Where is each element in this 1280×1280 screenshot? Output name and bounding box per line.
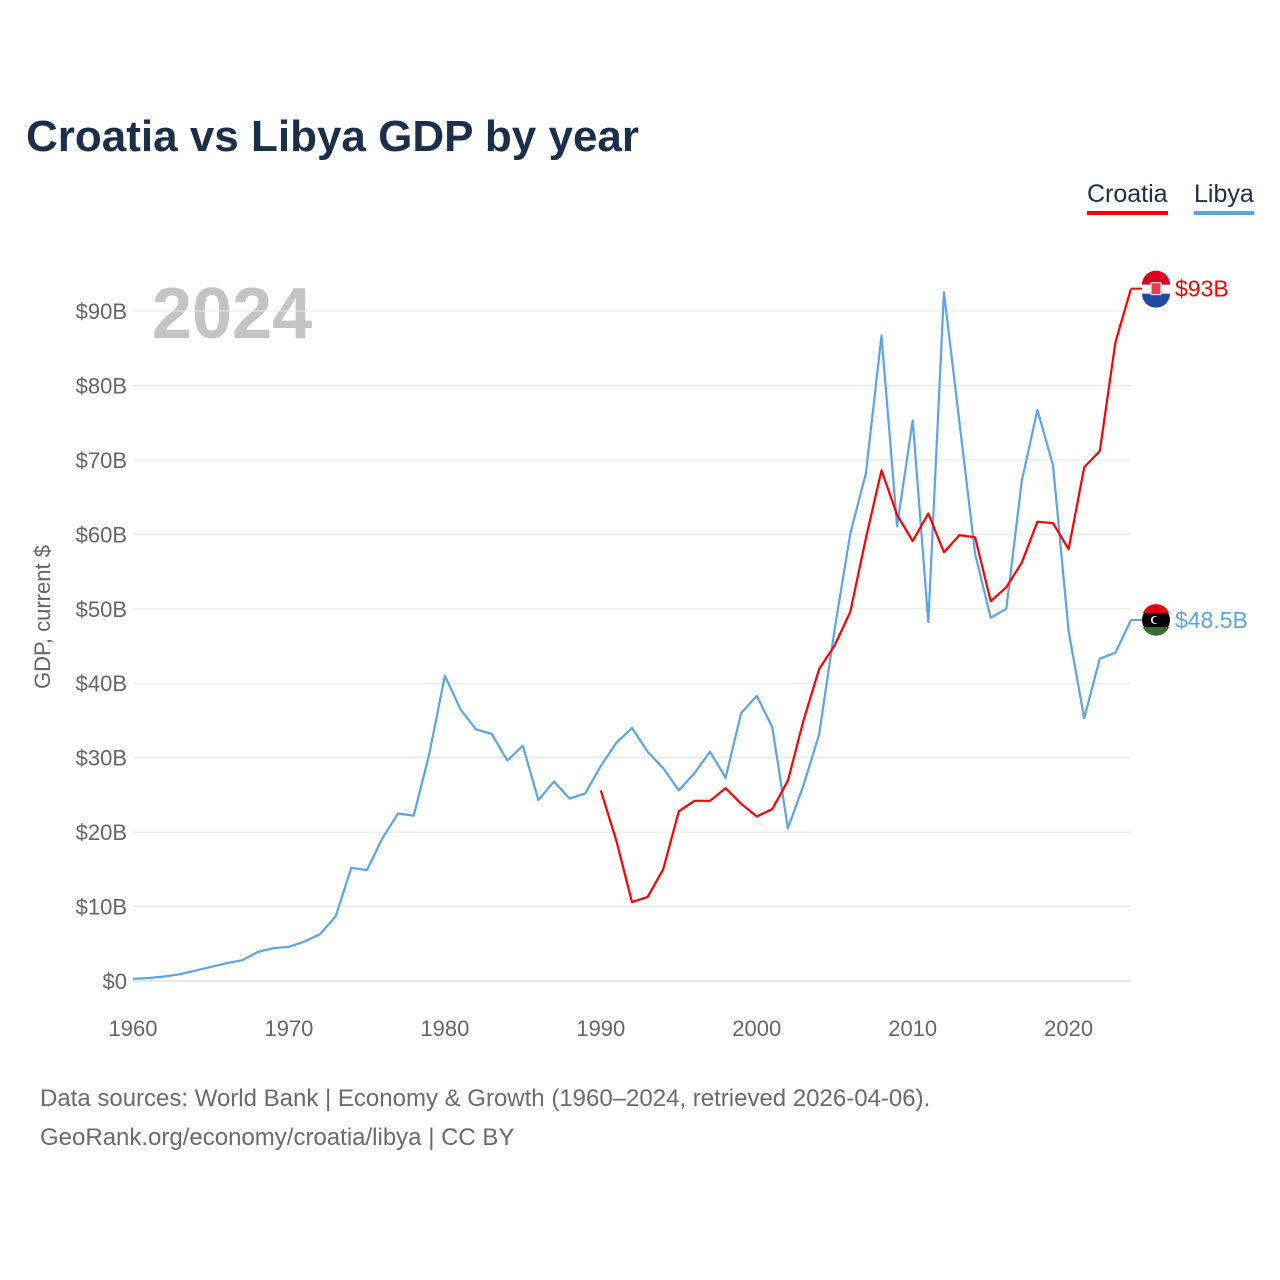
y-tick-label: $30B bbox=[76, 746, 127, 771]
flag-shield bbox=[1150, 282, 1162, 296]
flag-stripe bbox=[1143, 626, 1169, 636]
y-tick-label: $90B bbox=[76, 299, 127, 324]
source-line: Data sources: World Bank | Economy & Gro… bbox=[40, 1085, 931, 1112]
x-tick-label: 2000 bbox=[732, 1016, 781, 1041]
y-tick-label: $70B bbox=[76, 448, 127, 473]
flag-stripe bbox=[1143, 604, 1169, 613]
attribution-line[interactable]: GeoRank.org/economy/croatia/libya | CC B… bbox=[40, 1124, 515, 1151]
y-tick-label: $40B bbox=[76, 671, 127, 696]
flag-crescent-cut bbox=[1152, 616, 1160, 624]
series-line-croatia bbox=[599, 288, 1133, 904]
legend-croatia[interactable]: Croatia bbox=[1087, 180, 1168, 215]
x-tick-label: 1980 bbox=[420, 1016, 469, 1041]
y-axis-label: GDP, current $ bbox=[30, 545, 55, 689]
y-tick-label: $10B bbox=[76, 895, 127, 920]
y-tick-label: $20B bbox=[76, 820, 127, 845]
flag-stripe bbox=[1142, 293, 1170, 308]
chart-title: Croatia vs Libya GDP by year bbox=[26, 112, 640, 161]
y-tick-label: $60B bbox=[76, 522, 127, 547]
series-line-libya bbox=[132, 291, 1132, 980]
y-tick-label: $0 bbox=[103, 969, 127, 994]
x-tick-label: 1970 bbox=[264, 1016, 313, 1041]
x-tick-label: 2010 bbox=[888, 1016, 937, 1041]
year-watermark: 2024 bbox=[152, 274, 312, 354]
x-tick-label: 1990 bbox=[576, 1016, 625, 1041]
end-value-label-croatia: $93B bbox=[1175, 276, 1229, 302]
legend-libya[interactable]: Libya bbox=[1194, 180, 1254, 215]
x-tick-label: 2020 bbox=[1044, 1016, 1093, 1041]
y-tick-label: $80B bbox=[76, 373, 127, 398]
x-tick-label: 1960 bbox=[109, 1016, 158, 1041]
y-tick-label: $50B bbox=[76, 597, 127, 622]
flag-stripe bbox=[1142, 270, 1170, 285]
end-value-label-libya: $48.5B bbox=[1175, 607, 1248, 633]
